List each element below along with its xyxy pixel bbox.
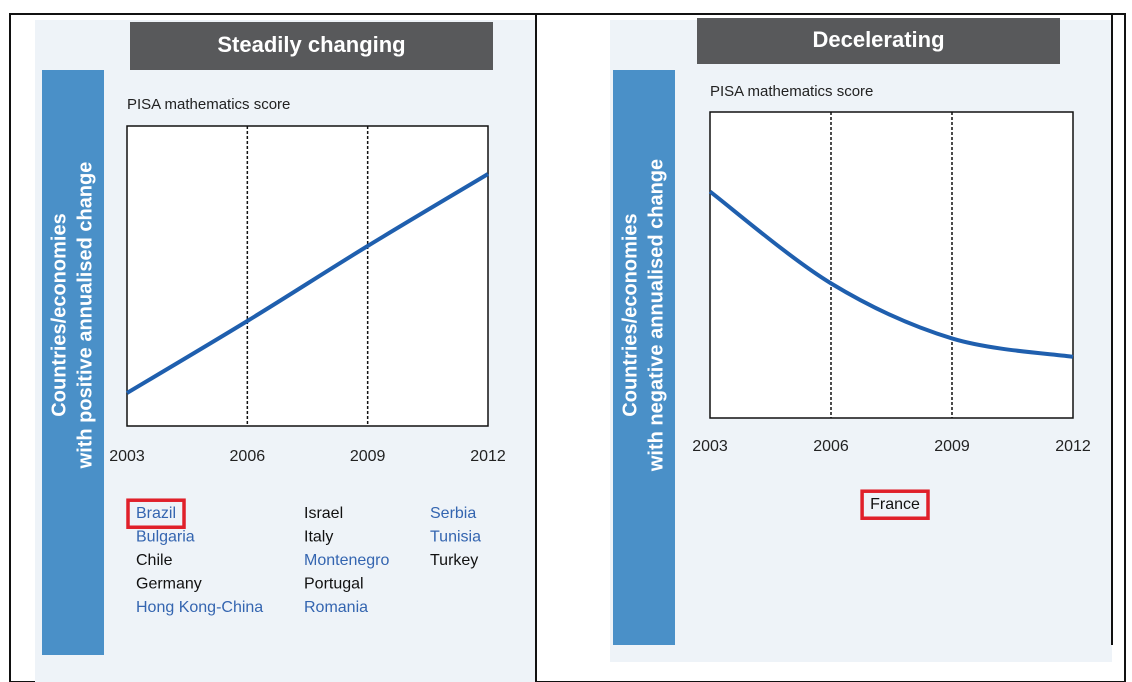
plot-area [709,111,1074,419]
panel-title: Steadily changing [217,32,405,57]
x-tick-label: 2009 [934,438,970,455]
y-axis-label: PISA mathematics score [127,96,290,113]
x-tick-label: 2003 [109,448,145,465]
country: Bulgaria [136,529,195,546]
country: Serbia [430,505,476,522]
country: Germany [136,576,202,593]
country: Tunisia [430,529,481,546]
x-tick-label: 2009 [350,448,386,465]
country: Romania [304,599,368,616]
series-line [125,172,490,395]
plot-area [126,125,489,427]
country: France [870,496,920,513]
y-axis-label: PISA mathematics score [710,83,873,100]
country: Chile [136,552,173,569]
panel-title: Decelerating [812,27,944,52]
side-label: Countries/economies [48,213,70,416]
side-label: Countries/economies [619,213,641,416]
country: Turkey [430,552,478,569]
country: Brazil [136,505,176,522]
highlight-box [126,498,186,529]
side-label: with positive annualised change [74,162,96,470]
x-tick-label: 2003 [692,438,728,455]
x-tick-label: 2006 [230,448,266,465]
side-label: with negative annualised change [645,159,667,472]
x-tick-label: 2006 [813,438,849,455]
x-tick-label: 2012 [1055,438,1091,455]
country: Portugal [304,576,364,593]
highlight-box [860,489,930,520]
x-tick-label: 2012 [470,448,506,465]
country: Hong Kong-China [136,599,263,616]
country: Montenegro [304,552,389,569]
side-bar [42,70,104,655]
panel-header [130,22,493,70]
side-bar [613,70,675,645]
country: Israel [304,505,343,522]
series-line [708,189,1074,359]
country: Italy [304,529,333,546]
panel-header [697,18,1060,64]
